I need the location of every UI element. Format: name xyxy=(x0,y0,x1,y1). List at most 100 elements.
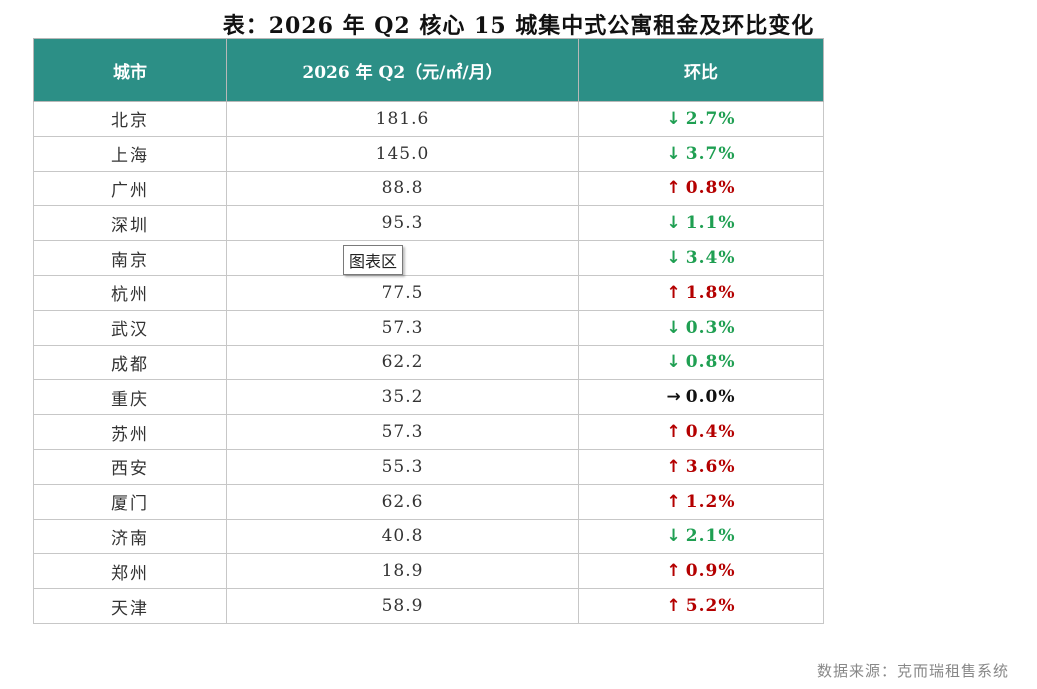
arrow-down-icon: ↓ xyxy=(666,143,682,164)
change-cell: ↓ 0.3% xyxy=(578,309,824,346)
table-title: 表：2026 年 Q2 核心 15 城集中式公寓租金及环比变化 xyxy=(222,13,815,39)
table-row: 天津 58.9 ↑ 5.2% xyxy=(33,588,824,624)
table-row: 深圳 95.3 ↓ 1.1% xyxy=(33,205,824,242)
city-cell: 成都 xyxy=(33,344,227,381)
table-row: 武汉 57.3 ↓ 0.3% xyxy=(33,309,824,346)
change-cell: ↑ 0.8% xyxy=(578,170,824,207)
change-value: 3.6% xyxy=(685,456,736,477)
city-cell: 郑州 xyxy=(33,553,227,590)
header-rent: 2026 年 Q2（元/㎡/月） xyxy=(226,38,579,102)
table-row: 北京 181.6 ↓ 2.7% xyxy=(33,101,824,137)
change-cell: ↓ 2.1% xyxy=(578,518,824,555)
rent-cell: 62.2 xyxy=(226,344,579,381)
table-row: 南京 ↓ 3.4% xyxy=(33,240,824,276)
city-cell: 杭州 xyxy=(33,274,227,311)
arrow-up-icon: ↑ xyxy=(666,422,682,443)
rent-cell: 57.3 xyxy=(226,309,579,346)
rent-cell: 95.3 xyxy=(226,205,579,242)
header-city: 城市 xyxy=(33,38,227,102)
city-cell: 西安 xyxy=(33,448,227,485)
rent-cell: 88.8 xyxy=(226,170,579,207)
arrow-up-icon: ↑ xyxy=(666,561,682,582)
city-cell: 武汉 xyxy=(33,309,227,346)
city-cell: 深圳 xyxy=(33,205,227,242)
table-row: 郑州 18.9 ↑ 0.9% xyxy=(33,553,824,590)
city-cell: 济南 xyxy=(33,518,227,555)
arrow-up-icon: ↑ xyxy=(666,456,682,477)
change-value: 5.2% xyxy=(685,596,736,617)
change-cell: ↑ 0.9% xyxy=(578,553,824,590)
rent-cell: 58.9 xyxy=(226,588,579,624)
table-row: 上海 145.0 ↓ 3.7% xyxy=(33,135,824,172)
change-value: 3.4% xyxy=(685,248,736,269)
change-value: 0.0% xyxy=(685,387,736,408)
table-row: 济南 40.8 ↓ 2.1% xyxy=(33,518,824,555)
change-value: 1.2% xyxy=(685,491,736,512)
arrow-up-icon: ↑ xyxy=(666,178,682,199)
table-row: 苏州 57.3 ↑ 0.4% xyxy=(33,414,824,450)
change-value: 0.4% xyxy=(685,422,736,443)
change-value: 0.8% xyxy=(685,352,736,373)
arrow-up-icon: ↑ xyxy=(666,491,682,512)
change-value: 1.8% xyxy=(685,282,736,303)
city-cell: 南京 xyxy=(33,240,227,276)
rent-cell: 181.6 xyxy=(226,101,579,137)
arrow-right-icon: → xyxy=(666,387,682,408)
change-value: 1.1% xyxy=(685,213,736,234)
city-cell: 苏州 xyxy=(33,414,227,450)
table-header: 城市 2026 年 Q2（元/㎡/月） 环比 xyxy=(33,38,824,102)
rent-cell: 18.9 xyxy=(226,553,579,590)
table-row: 成都 62.2 ↓ 0.8% xyxy=(33,344,824,381)
change-cell: ↓ 0.8% xyxy=(578,344,824,381)
data-source: 数据来源：克而瑞租售系统 xyxy=(816,662,1009,680)
chart-area-tooltip: 图表区 xyxy=(343,245,404,275)
arrow-up-icon: ↑ xyxy=(666,596,682,617)
change-value: 0.3% xyxy=(685,317,736,338)
arrow-up-icon: ↑ xyxy=(666,282,682,303)
table-body: 北京 181.6 ↓ 2.7% 上海 145.0 ↓ 3.7% 广州 88.8 ↑ 0.8% 深圳 95.… xyxy=(33,101,824,624)
change-cell: ↑ 3.6% xyxy=(578,448,824,485)
header-change: 环比 xyxy=(578,38,824,102)
table-row: 杭州 77.5 ↑ 1.8% xyxy=(33,274,824,311)
change-cell: ↓ 2.7% xyxy=(578,101,824,137)
change-cell: ↑ 0.4% xyxy=(578,414,824,450)
change-value: 2.1% xyxy=(685,526,736,547)
table-row: 广州 88.8 ↑ 0.8% xyxy=(33,170,824,207)
change-value: 3.7% xyxy=(685,143,736,164)
city-cell: 厦门 xyxy=(33,483,227,520)
table-row: 重庆 35.2 → 0.0% xyxy=(33,379,824,416)
header-row: 城市 2026 年 Q2（元/㎡/月） 环比 xyxy=(33,38,824,102)
arrow-down-icon: ↓ xyxy=(666,248,682,269)
arrow-down-icon: ↓ xyxy=(666,526,682,547)
rent-table: 城市 2026 年 Q2（元/㎡/月） 环比 北京 181.6 ↓ 2.7% 上海 145… xyxy=(33,38,824,624)
change-value: 0.9% xyxy=(685,561,736,582)
change-cell: → 0.0% xyxy=(578,379,824,416)
arrow-down-icon: ↓ xyxy=(666,352,682,373)
change-cell: ↓ 3.7% xyxy=(578,135,824,172)
arrow-down-icon: ↓ xyxy=(666,317,682,338)
city-cell: 北京 xyxy=(33,101,227,137)
rent-cell: 57.3 xyxy=(226,414,579,450)
city-cell: 广州 xyxy=(33,170,227,207)
change-value: 0.8% xyxy=(685,178,736,199)
change-value: 2.7% xyxy=(685,108,736,129)
rent-cell: 55.3 xyxy=(226,448,579,485)
arrow-down-icon: ↓ xyxy=(666,213,682,234)
arrow-down-icon: ↓ xyxy=(666,108,682,129)
city-cell: 天津 xyxy=(33,588,227,624)
change-cell: ↓ 1.1% xyxy=(578,205,824,242)
table-row: 厦门 62.6 ↑ 1.2% xyxy=(33,483,824,520)
change-cell: ↑ 1.8% xyxy=(578,274,824,311)
change-cell: ↓ 3.4% xyxy=(578,240,824,276)
rent-cell: 62.6 xyxy=(226,483,579,520)
table-row: 西安 55.3 ↑ 3.6% xyxy=(33,448,824,485)
change-cell: ↑ 5.2% xyxy=(578,588,824,624)
change-cell: ↑ 1.2% xyxy=(578,483,824,520)
rent-cell: 40.8 xyxy=(226,518,579,555)
rent-cell: 145.0 xyxy=(226,135,579,172)
rent-cell: 35.2 xyxy=(226,379,579,416)
rent-cell: 77.5 xyxy=(226,274,579,311)
rent-table-container: 城市 2026 年 Q2（元/㎡/月） 环比 北京 181.6 ↓ 2.7% 上海 145… xyxy=(33,38,824,624)
city-cell: 重庆 xyxy=(33,379,227,416)
